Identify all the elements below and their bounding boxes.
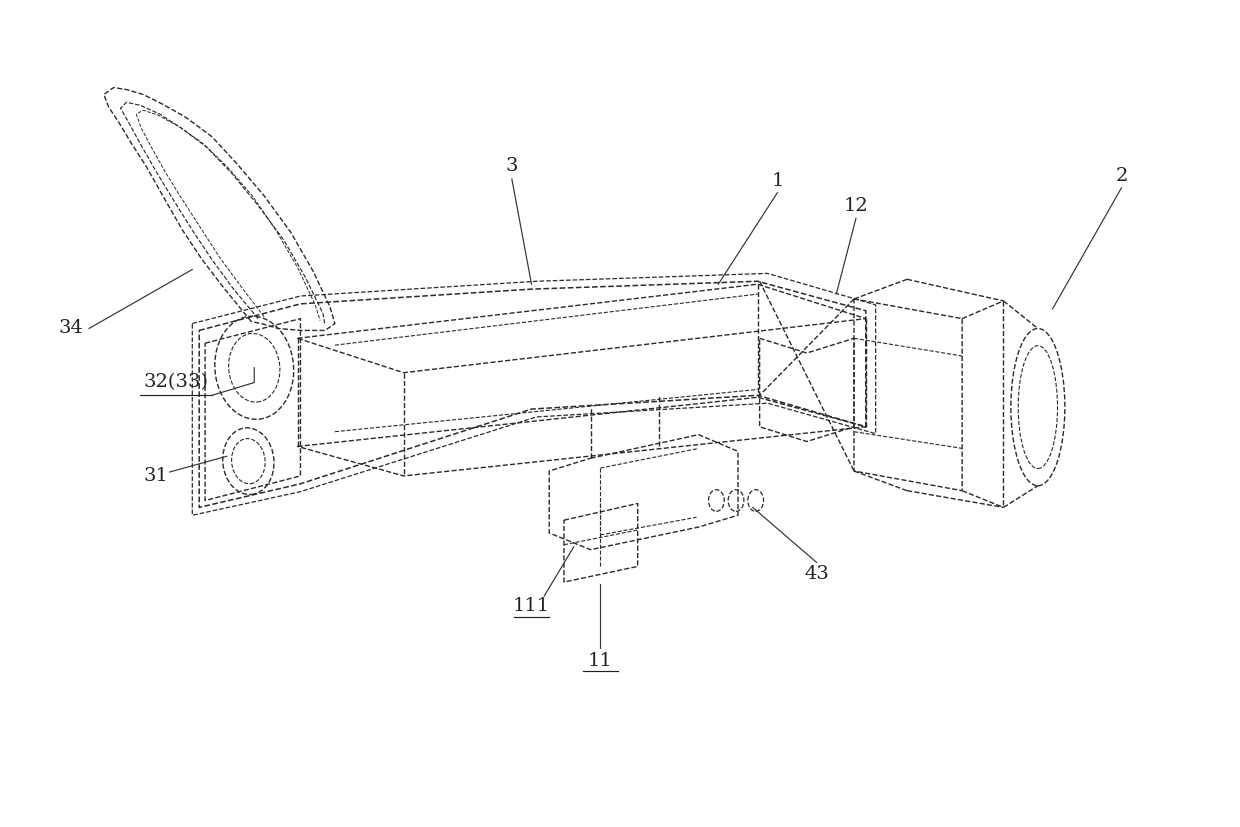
Text: 3: 3	[506, 157, 518, 175]
Text: 32(33): 32(33)	[143, 374, 208, 391]
Text: 111: 111	[513, 597, 551, 614]
Text: 1: 1	[771, 172, 784, 190]
Text: 11: 11	[588, 652, 613, 670]
Text: 43: 43	[805, 565, 830, 583]
Text: 12: 12	[843, 197, 868, 214]
Text: 34: 34	[60, 319, 84, 337]
Text: 31: 31	[144, 467, 169, 485]
Text: 2: 2	[1115, 167, 1127, 185]
